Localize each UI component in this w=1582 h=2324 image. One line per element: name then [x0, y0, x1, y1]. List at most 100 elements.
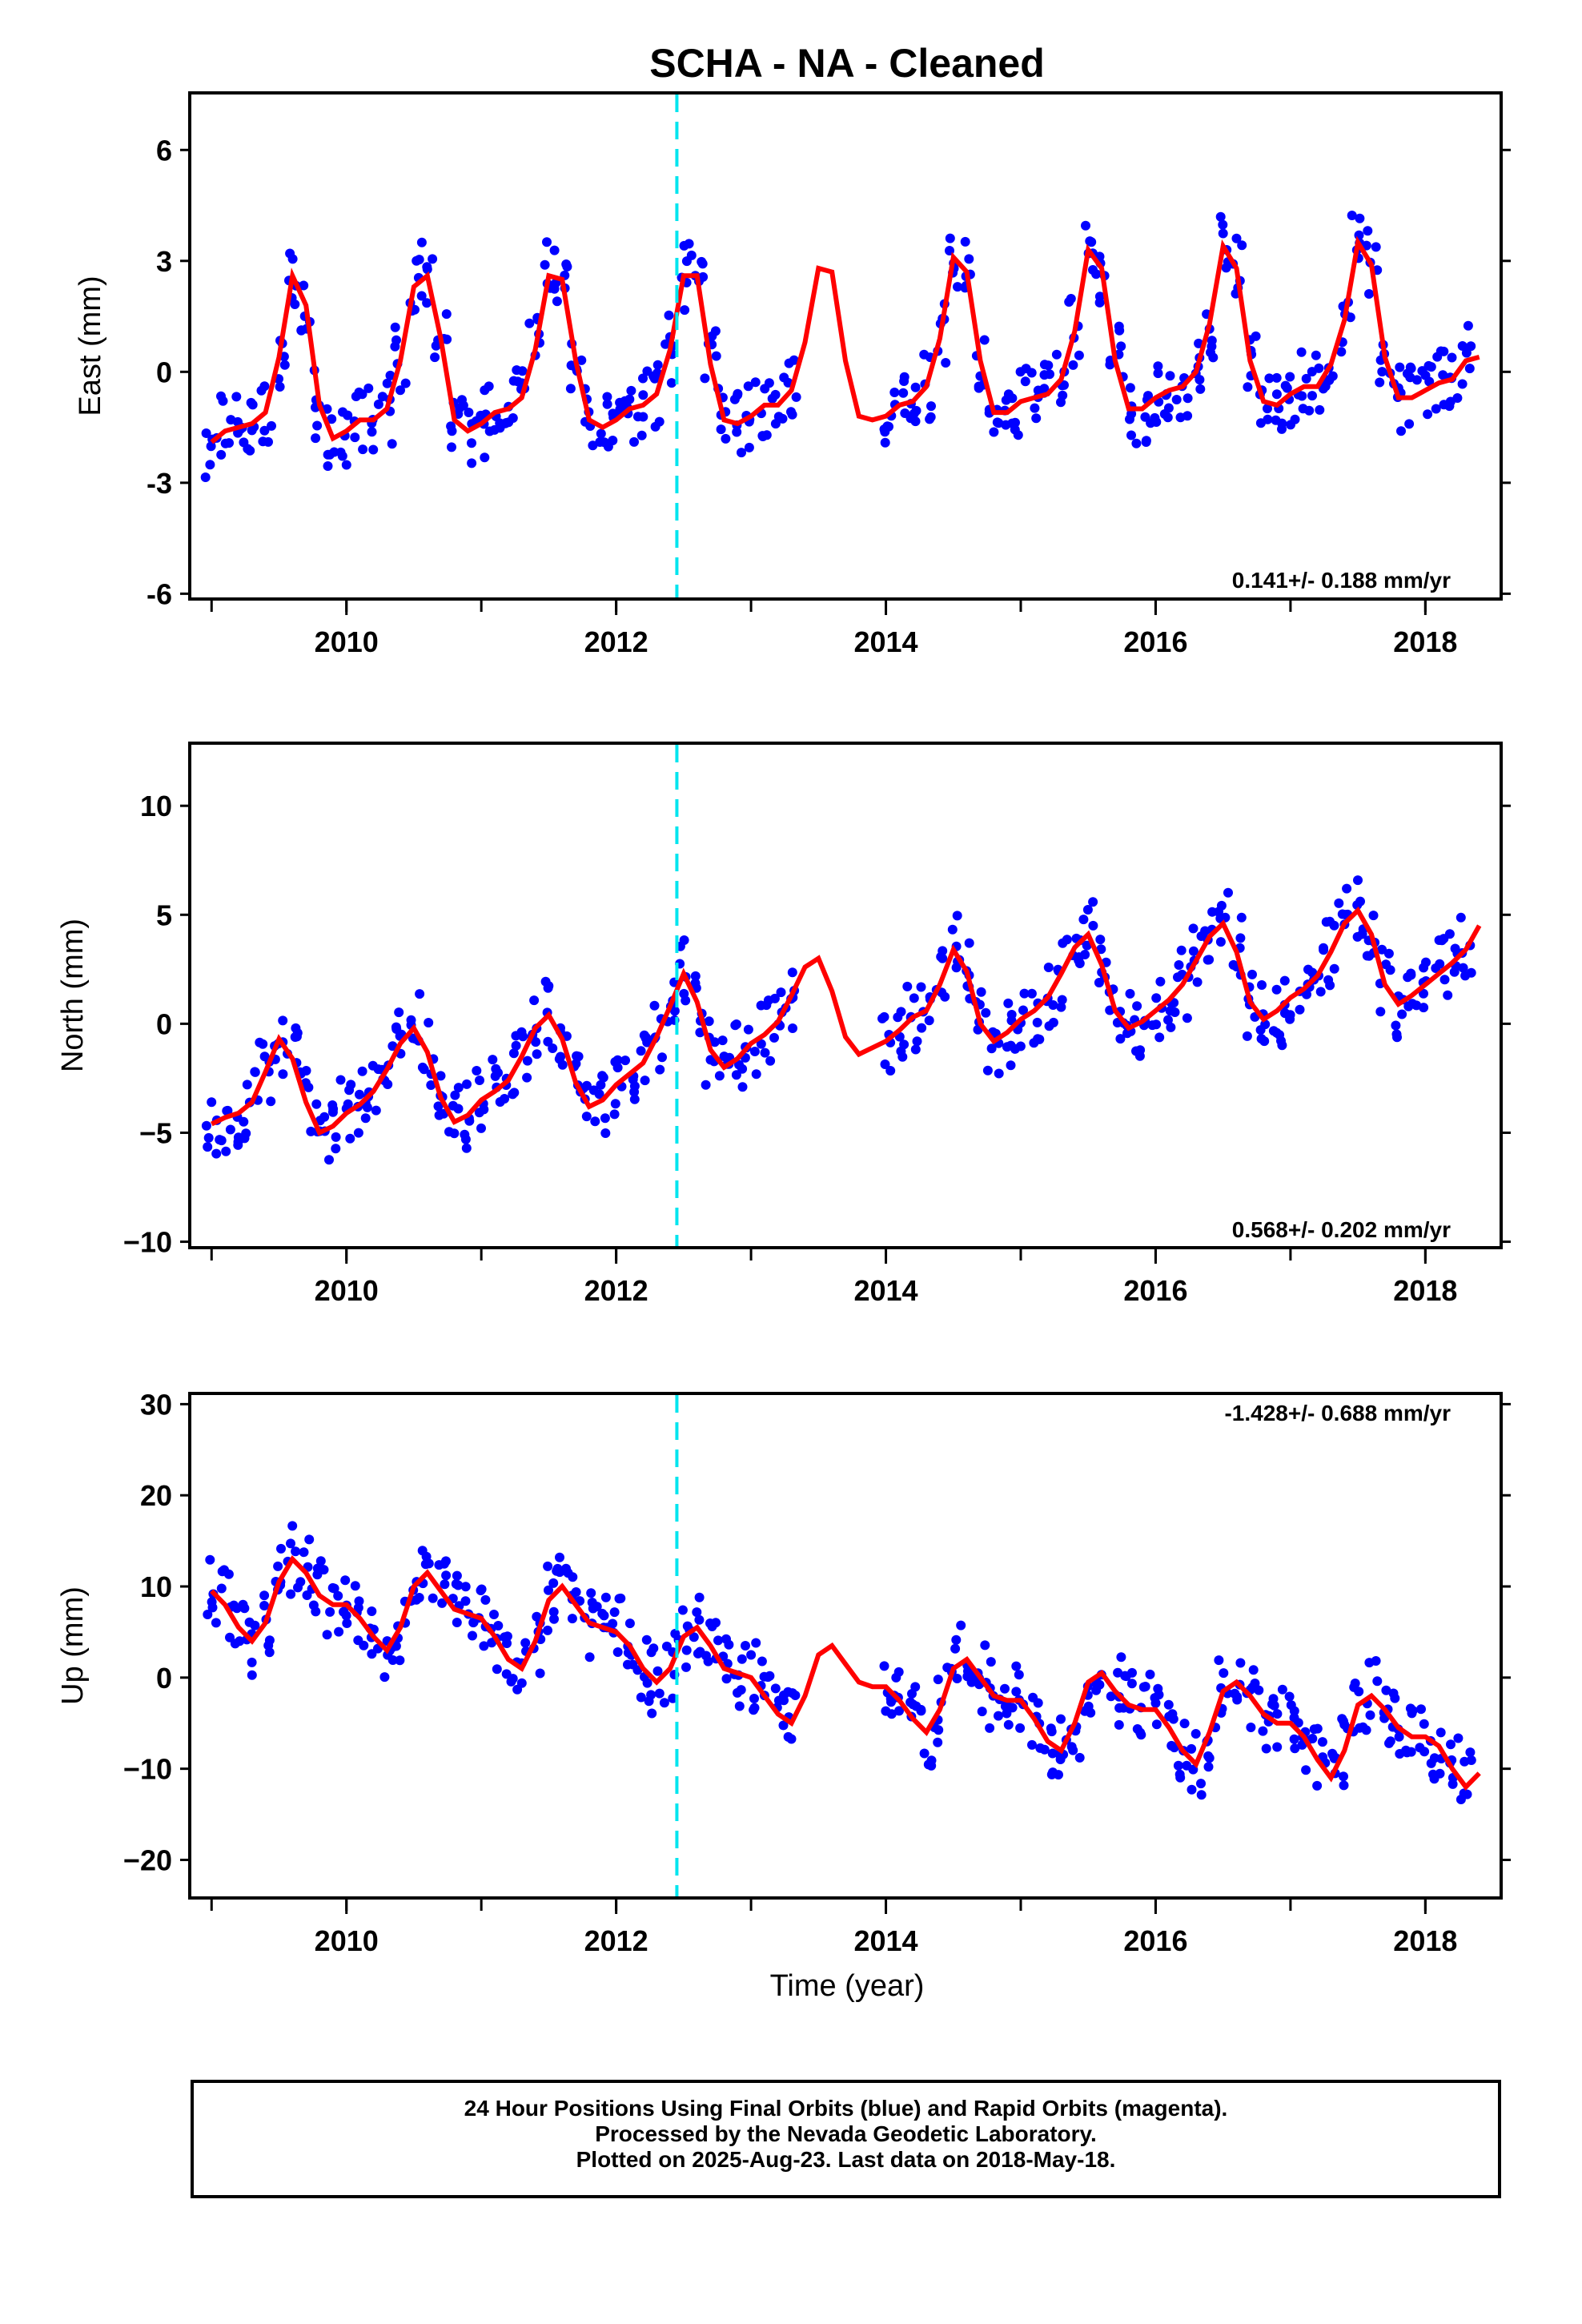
east-data-point	[422, 262, 432, 272]
up-data-point	[1230, 1688, 1240, 1699]
east-data-point	[287, 254, 298, 264]
up-y-tick-label: 20	[140, 1479, 172, 1512]
up-data-point	[493, 1621, 504, 1630]
north-data-point	[655, 1064, 665, 1075]
east-data-point	[1311, 350, 1321, 360]
east-data-point	[1355, 213, 1365, 223]
north-data-point	[424, 1018, 434, 1027]
north-data-point	[717, 1035, 728, 1046]
north-data-point	[1074, 959, 1085, 968]
up-data-point	[1428, 1769, 1438, 1779]
east-data-point	[1020, 376, 1030, 387]
north-data-point	[529, 995, 540, 1006]
up-data-point	[506, 1676, 516, 1687]
up-data-point	[737, 1654, 747, 1664]
up-data-point	[437, 1598, 448, 1608]
up-data-point	[693, 1648, 703, 1659]
north-data-point	[1033, 1034, 1043, 1044]
east-data-point	[1091, 269, 1102, 279]
north-data-point	[982, 1065, 993, 1076]
east-data-point	[743, 381, 753, 392]
east-data-point	[233, 416, 243, 427]
north-y-tick-label: 0	[156, 1007, 172, 1040]
north-data-point	[620, 1055, 630, 1066]
north-ylabel: North (mm)	[56, 919, 90, 1072]
east-data-point	[1375, 377, 1385, 388]
north-data-point	[448, 1100, 458, 1111]
up-data-point	[894, 1706, 904, 1716]
east-data-point	[710, 326, 721, 336]
up-data-point	[247, 1657, 257, 1667]
north-data-point	[642, 1037, 652, 1047]
east-data-point	[1404, 419, 1415, 429]
up-data-point	[1290, 1743, 1300, 1754]
east-data-point	[989, 427, 999, 437]
north-data-point	[408, 1033, 418, 1043]
east-data-point	[467, 458, 477, 468]
east-data-point	[1307, 391, 1317, 401]
up-data-point	[1272, 1742, 1283, 1752]
processing-info-box: 24 Hour Positions Using Final Orbits (bl…	[191, 2080, 1501, 2198]
north-data-point	[610, 1099, 620, 1109]
up-data-point	[312, 1570, 323, 1580]
east-data-point	[910, 382, 921, 392]
up-data-point	[1339, 1716, 1348, 1727]
north-data-point	[749, 1047, 760, 1056]
up-data-point	[1317, 1737, 1327, 1747]
north-data-point	[311, 1099, 322, 1109]
up-data-point	[713, 1635, 723, 1646]
north-data-point	[371, 1105, 381, 1116]
east-data-point	[414, 255, 424, 265]
north-data-point	[976, 987, 986, 997]
north-data-point	[1132, 1001, 1142, 1011]
north-data-point	[500, 1094, 510, 1104]
north-data-point	[1279, 975, 1290, 986]
up-data-point	[923, 1759, 934, 1770]
up-data-point	[1286, 1700, 1296, 1711]
east-data-point	[1125, 383, 1135, 393]
east-data-point	[267, 420, 276, 431]
east-x-ticks: 2010 2012 2014 2016 2018	[210, 597, 1457, 658]
east-x-tick-label: 2010	[315, 625, 379, 658]
north-fit-line	[210, 907, 1482, 1136]
north-data-point	[450, 1090, 460, 1100]
up-points	[203, 1521, 1476, 1804]
north-data-point	[1188, 946, 1199, 956]
up-data-point	[668, 1693, 678, 1703]
east-data-point	[1301, 373, 1311, 384]
east-data-point	[1277, 424, 1287, 434]
east-data-point	[1165, 371, 1175, 381]
up-x-ticks: 2010 2012 2014 2016 2018	[210, 1896, 1457, 1957]
east-data-point	[750, 377, 761, 388]
north-data-point	[1188, 923, 1199, 934]
east-data-point	[540, 259, 550, 270]
up-data-point	[1219, 1668, 1229, 1679]
north-data-point	[769, 993, 780, 1003]
up-data-point	[1179, 1719, 1190, 1729]
up-data-point	[694, 1614, 705, 1625]
east-data-point	[1081, 220, 1090, 231]
east-y-tick-label: -6	[147, 577, 172, 610]
up-data-point	[609, 1607, 620, 1618]
north-data-point	[1407, 999, 1418, 1009]
north-data-point	[426, 1080, 436, 1090]
east-data-point	[926, 401, 936, 412]
north-data-point	[1018, 1005, 1028, 1015]
north-y-tick-label: 10	[140, 790, 172, 822]
up-data-point	[543, 1625, 552, 1635]
east-data-point	[636, 430, 647, 440]
east-data-point	[596, 428, 606, 439]
up-data-point	[1447, 1779, 1458, 1789]
up-data-point	[1419, 1719, 1429, 1729]
north-data-point	[556, 1051, 566, 1062]
up-data-point	[203, 1610, 213, 1619]
east-data-point	[458, 400, 468, 411]
north-data-point	[1228, 959, 1239, 970]
north-data-point	[201, 1120, 211, 1131]
footer-line-orbits: 24 Hour Positions Using Final Orbits (bl…	[464, 2096, 1228, 2121]
north-data-point	[1010, 1043, 1020, 1054]
north-data-point	[493, 1068, 503, 1078]
east-data-point	[1447, 352, 1457, 363]
east-data-point	[624, 394, 635, 404]
up-rate: -1.428+/- 0.688 mm/yr	[1224, 1401, 1451, 1425]
